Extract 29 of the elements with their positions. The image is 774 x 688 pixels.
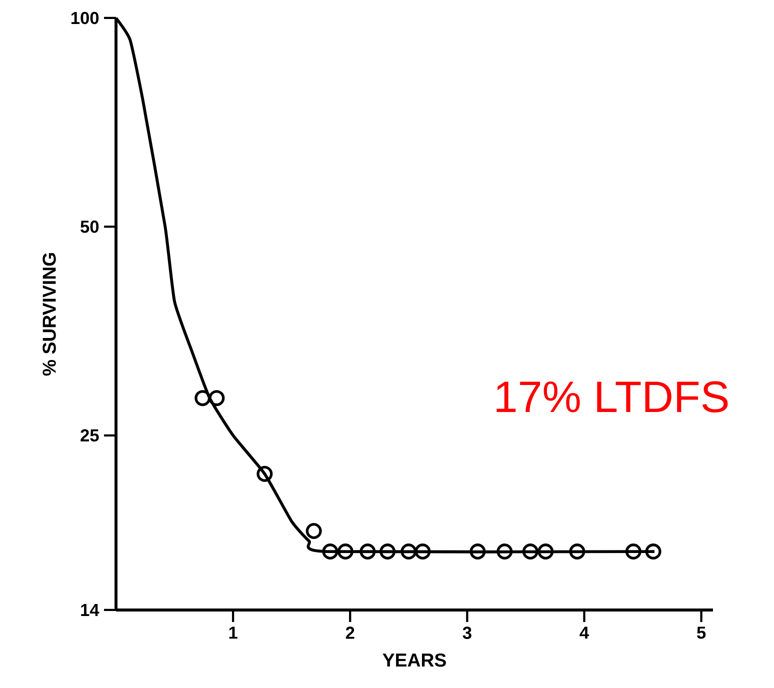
point: [569, 544, 586, 560]
point: [470, 544, 486, 560]
x-tick-label: 4: [580, 626, 589, 639]
point: [538, 544, 554, 560]
point: [496, 544, 513, 560]
y-tick-label: 25: [80, 429, 99, 442]
x-tick-label: 3: [462, 626, 472, 639]
point: [360, 544, 376, 560]
point: [625, 544, 642, 560]
point: [256, 466, 273, 482]
x-axis-title: YEARS: [382, 653, 446, 667]
y-axis-title: % SURVIVING: [42, 253, 56, 376]
point: [645, 544, 662, 560]
y-tick-label: 100: [71, 12, 99, 24]
point: [400, 544, 417, 560]
point: [194, 390, 211, 406]
y-tick-label: 50: [80, 220, 99, 233]
point: [414, 544, 431, 560]
x-tick-label: 2: [346, 626, 354, 639]
point: [337, 544, 354, 560]
x-tick-label: 5: [697, 626, 706, 639]
point: [322, 544, 338, 560]
annotation: 17% LTDFS: [496, 381, 728, 412]
point: [306, 523, 322, 540]
y-tick-label: 14: [81, 604, 100, 616]
x-tick-label: 1: [229, 626, 238, 639]
point: [522, 544, 538, 560]
point: [208, 390, 225, 406]
point: [380, 544, 396, 560]
